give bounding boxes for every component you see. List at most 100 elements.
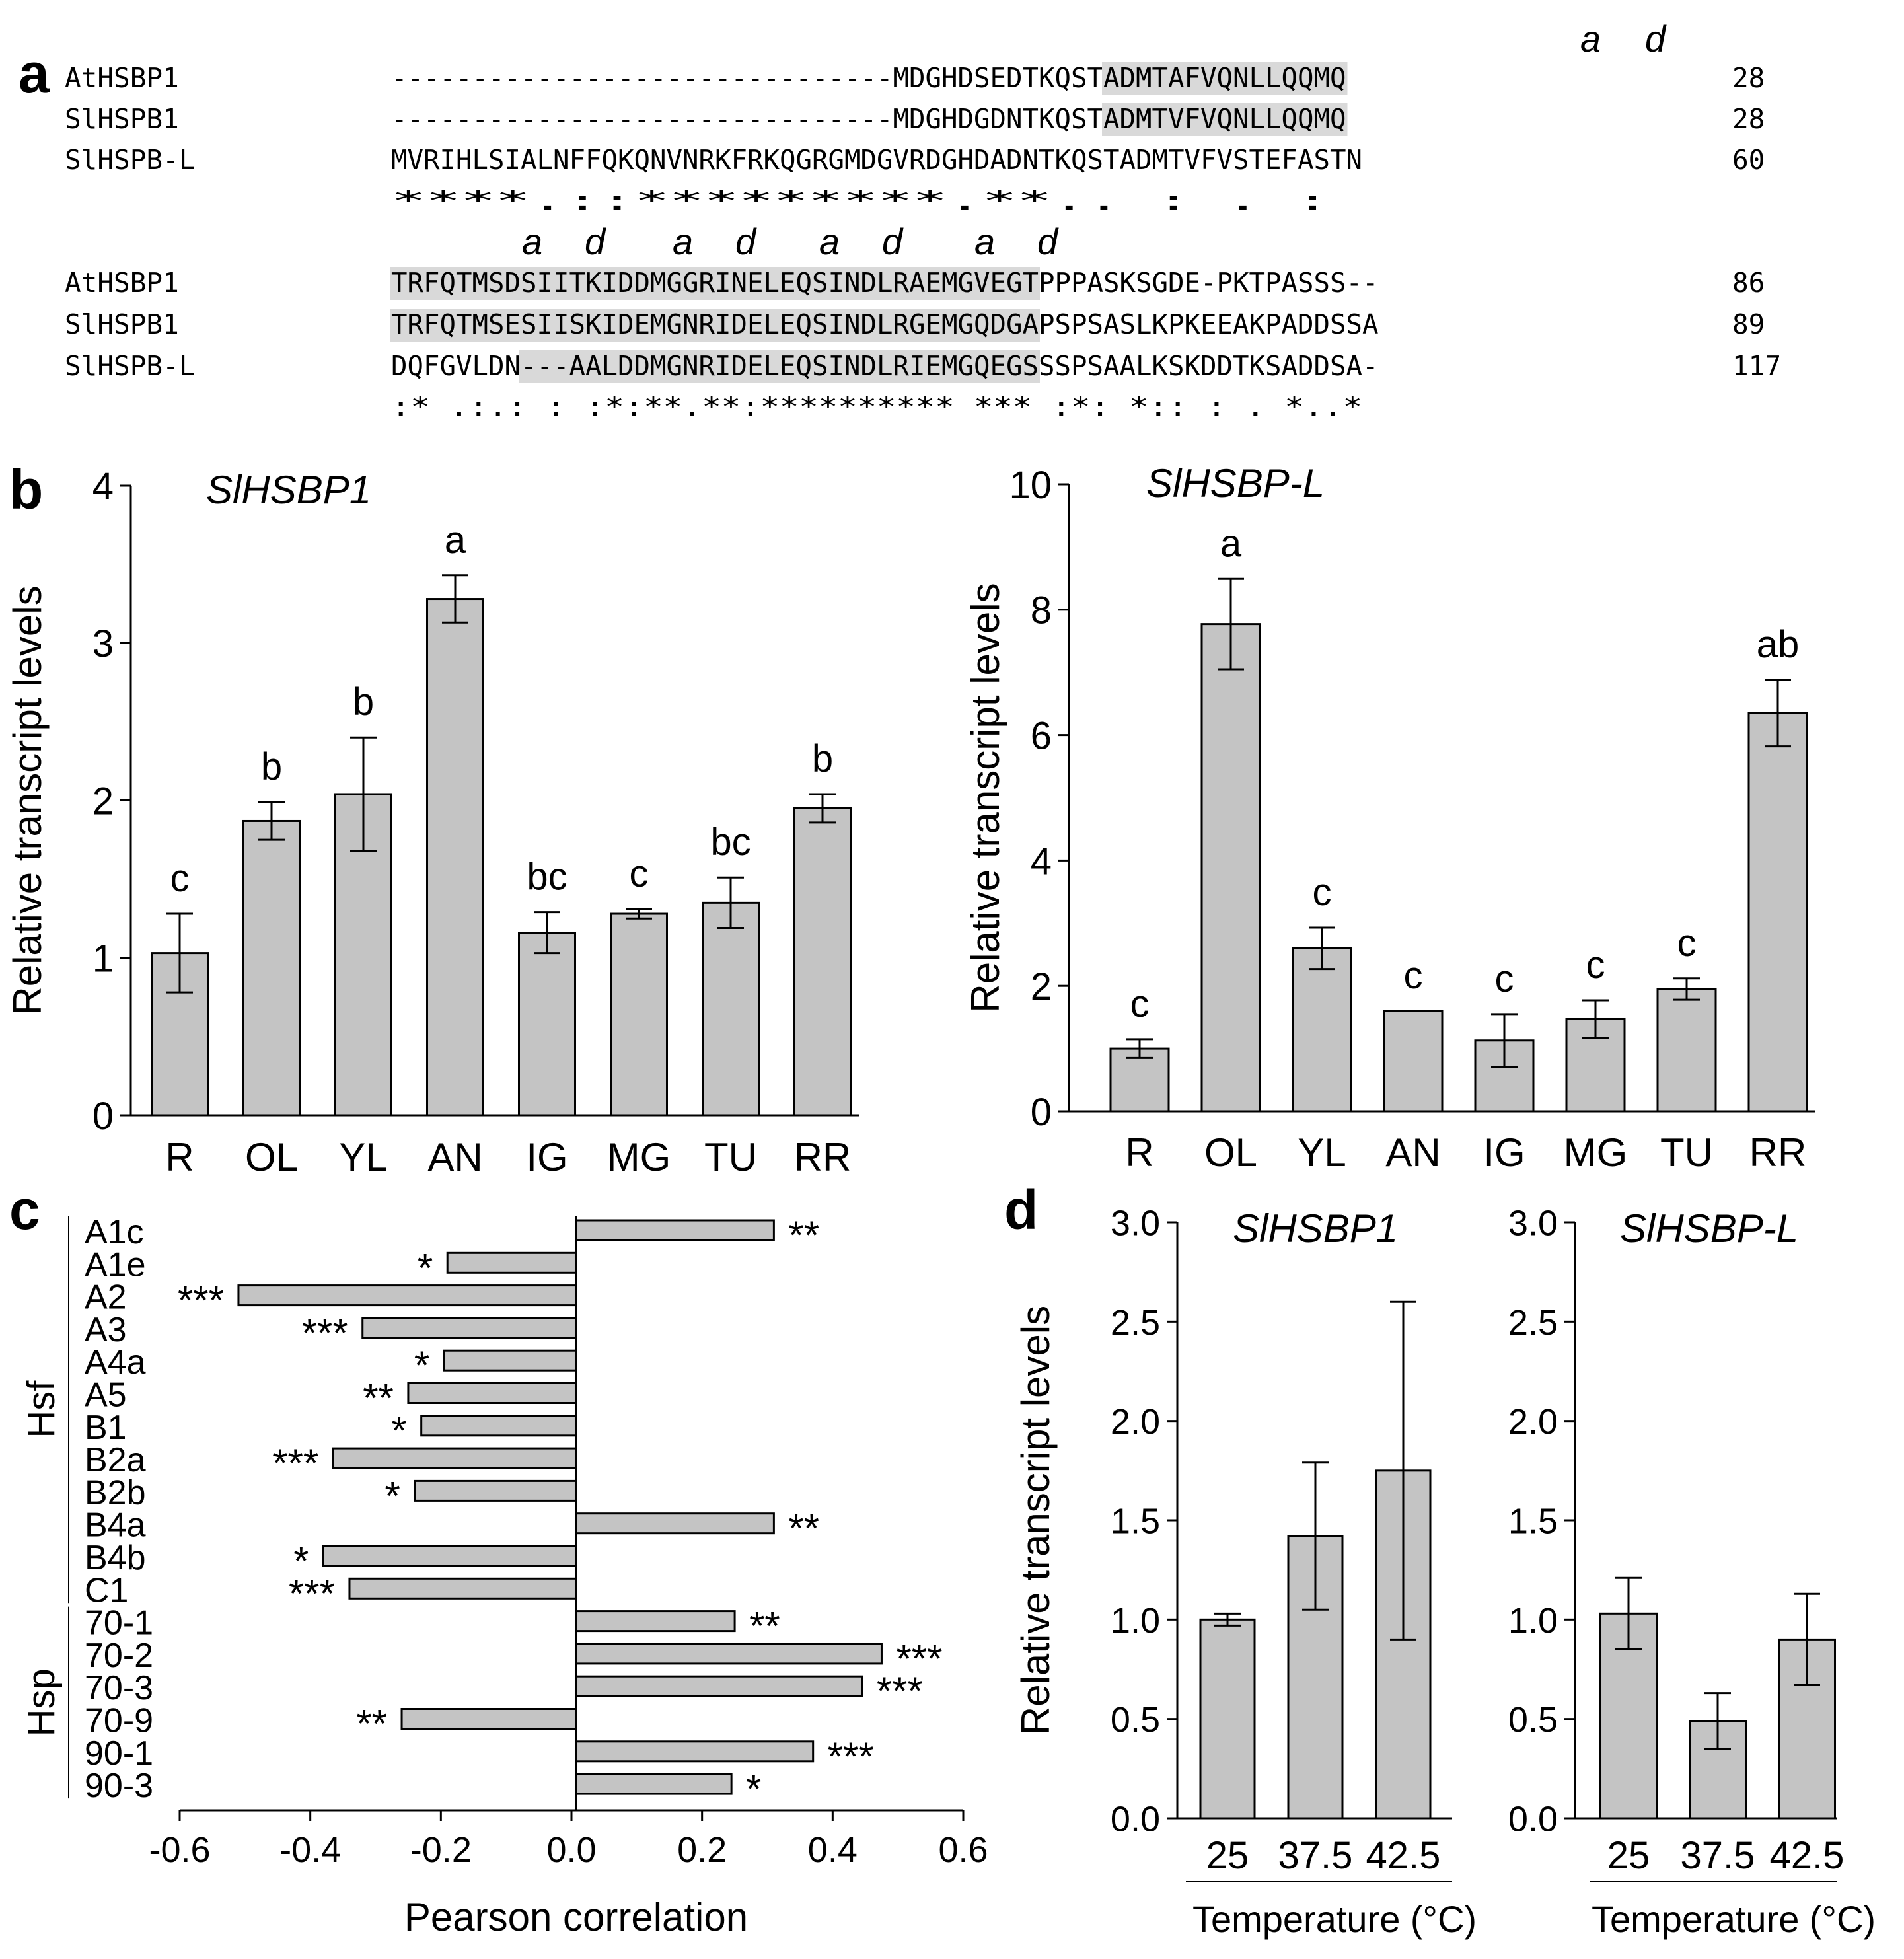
significance-stars: *** [178,1278,224,1323]
significance-letter: c [170,857,190,900]
heptad-label: a [974,221,995,262]
row-label: A1e [85,1245,146,1284]
y-tick-label: 2.0 [1508,1402,1558,1442]
alignment-seq-name: AtHSBP1 [65,267,179,299]
row-label: B2a [85,1441,146,1479]
significance-stars: *** [272,1441,318,1485]
y-tick-label: 4 [1031,840,1052,883]
bar [322,1545,577,1567]
significance-stars: * [391,1409,406,1453]
y-tick-label: 3.0 [1111,1203,1160,1243]
alignment-residue-count: 117 [1732,350,1781,382]
alignment-residue-count: 89 [1732,309,1765,340]
x-tick-label: 42.5 [1770,1834,1845,1877]
alignment-residue-count: 60 [1732,144,1765,176]
coiled-coil-highlight [519,350,1040,383]
chart-title: SlHSBP1 [1233,1206,1398,1251]
significance-stars: ** [749,1604,780,1648]
panel-label-c: c [9,1179,40,1241]
alignment-seq-name: SlHSPB-L [65,144,195,176]
alignment-seq-name: SlHSPB1 [65,309,179,340]
bar [414,1479,577,1502]
heptad-label: d [735,221,757,262]
x-tick-label: 37.5 [1278,1834,1353,1877]
significance-stars: * [384,1473,400,1518]
x-tick-label: TU [1660,1130,1713,1175]
row-label: 90-3 [85,1767,153,1805]
heptad-label: a [673,221,693,262]
alignment-seq-name: SlHSPB-L [65,350,195,382]
y-tick-label: 2.5 [1111,1303,1160,1343]
alignment-residue-count: 86 [1732,267,1765,299]
row-label: A1c [85,1213,144,1251]
y-tick-label: 1.0 [1508,1601,1558,1641]
bar [443,1349,577,1372]
y-axis-label: Relative transcript levels [1013,1306,1058,1735]
bar [446,1251,577,1274]
bar [575,1512,775,1535]
bar [610,912,668,1117]
significance-letter: b [812,737,833,780]
heptad-label: a [819,221,840,262]
y-tick-label: 4 [92,465,114,508]
alignment-seq-highlighted: TRFQTMSESIISKIDEMGNRIDELEQSINDLRGEMGQDGA [391,309,1039,340]
x-tick-label: AN [1385,1130,1440,1175]
bar [1199,1618,1256,1820]
significance-letter: c [1313,871,1332,914]
y-tick-label: 1.5 [1111,1501,1160,1541]
significance-letter: c [1130,982,1150,1025]
y-tick-label: 2 [92,780,114,823]
x-tick-label: OL [245,1135,298,1179]
significance-letter: b [261,745,282,788]
bar [1292,947,1352,1113]
bar [575,1643,883,1665]
x-tick-label: TU [704,1135,757,1179]
bar [1383,1010,1444,1113]
row-label: B2b [85,1473,146,1512]
y-tick-label: 1.5 [1508,1501,1558,1541]
alignment-seq-highlighted: ---AALDDMGNRIDELEQSINDLRIEMGQEGS [521,350,1039,382]
significance-stars: * [293,1539,309,1583]
bar [361,1317,577,1339]
significance-letter: c [1495,957,1514,1000]
x-axis-label: Temperature (°C) [1192,1898,1477,1940]
heptad-label: d [585,221,606,262]
y-axis-label: Relative transcript levels [5,585,50,1015]
bar [407,1382,577,1404]
alignment-seq-plain: -------------------------------MDGHDGDNT… [391,103,1103,135]
x-tick-label: AN [427,1135,482,1179]
row-label: B4a [85,1506,146,1545]
bar [1200,623,1261,1113]
row-label: A2 [85,1278,127,1317]
bar [1109,1047,1170,1113]
alignment-seq-highlighted: TRFQTMSDSIITKIDDMGGRINELEQSINDLRAEMGVEGT [391,267,1039,299]
y-tick-label: 0 [1031,1091,1052,1134]
row-label: 70-2 [85,1637,153,1675]
x-tick-label: RR [794,1135,852,1179]
bar [237,1284,577,1307]
significance-stars: *** [289,1571,335,1615]
row-label: 70-3 [85,1669,153,1707]
y-tick-label: 2 [1031,965,1052,1008]
y-tick-label: 0.0 [1111,1799,1160,1839]
significance-stars: * [746,1767,761,1811]
bar [575,1773,733,1795]
x-tick-label: 37.5 [1681,1834,1755,1877]
coiled-coil-highlight [390,309,1040,342]
x-tick-label: -0.4 [279,1830,341,1870]
x-axis-label: Pearson correlation [404,1895,748,1939]
y-tick-label: 2.0 [1111,1402,1160,1442]
group-label: Hsp [20,1668,63,1736]
y-tick-label: 1 [92,938,114,980]
significance-letter: c [1404,954,1423,997]
bar [575,1740,815,1763]
alignment-consensus: ****.::*********.**.. : . : [391,185,1330,217]
coiled-coil-highlight [1102,62,1348,95]
x-tick-label: MG [607,1135,671,1179]
y-tick-label: 0.5 [1508,1700,1558,1740]
bar [793,807,852,1117]
significance-letter: ab [1757,623,1800,666]
row-label: B4b [85,1539,146,1577]
y-tick-label: 8 [1031,589,1052,632]
row-label: 90-1 [85,1734,153,1773]
